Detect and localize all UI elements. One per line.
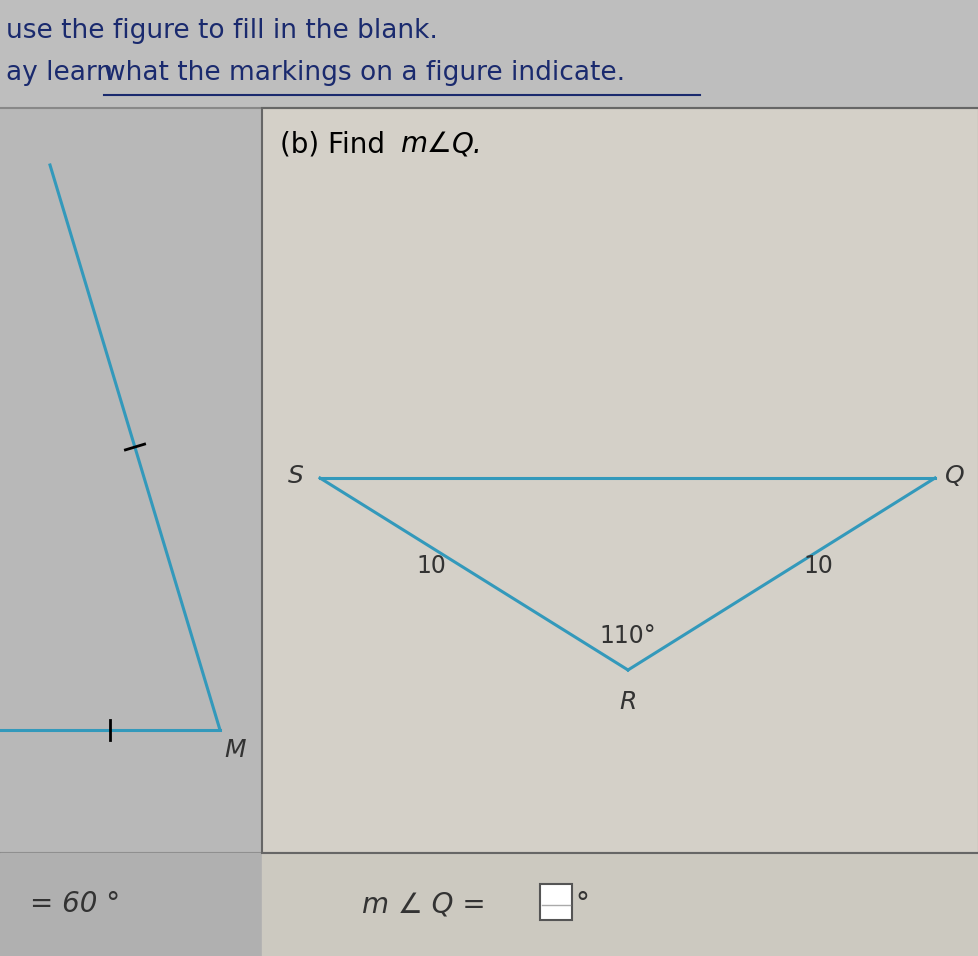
Text: m ∠ Q =: m ∠ Q = <box>362 890 494 918</box>
Bar <box>540 884 571 920</box>
Text: °: ° <box>574 890 589 918</box>
Text: S: S <box>288 464 304 488</box>
Bar <box>262 853 978 956</box>
Text: ay learn: ay learn <box>6 60 121 86</box>
Text: Q: Q <box>944 464 963 488</box>
Text: what the markings on a figure indicate.: what the markings on a figure indicate. <box>104 60 625 86</box>
Text: m: m <box>400 130 426 158</box>
Text: 10: 10 <box>416 554 446 578</box>
Text: M: M <box>224 738 245 762</box>
Text: (b) Find: (b) Find <box>280 130 393 158</box>
Bar <box>262 108 978 853</box>
Text: = 60 °: = 60 ° <box>30 890 120 918</box>
Text: 110°: 110° <box>600 624 655 648</box>
Text: 10: 10 <box>802 554 832 578</box>
Bar <box>0 853 262 956</box>
Text: R: R <box>619 690 636 714</box>
Bar <box>0 108 262 956</box>
Text: use the figure to fill in the blank.: use the figure to fill in the blank. <box>6 18 437 44</box>
Bar <box>262 108 978 853</box>
Text: Q.: Q. <box>452 130 482 158</box>
Text: ∠: ∠ <box>418 130 461 158</box>
Bar <box>0 0 978 108</box>
